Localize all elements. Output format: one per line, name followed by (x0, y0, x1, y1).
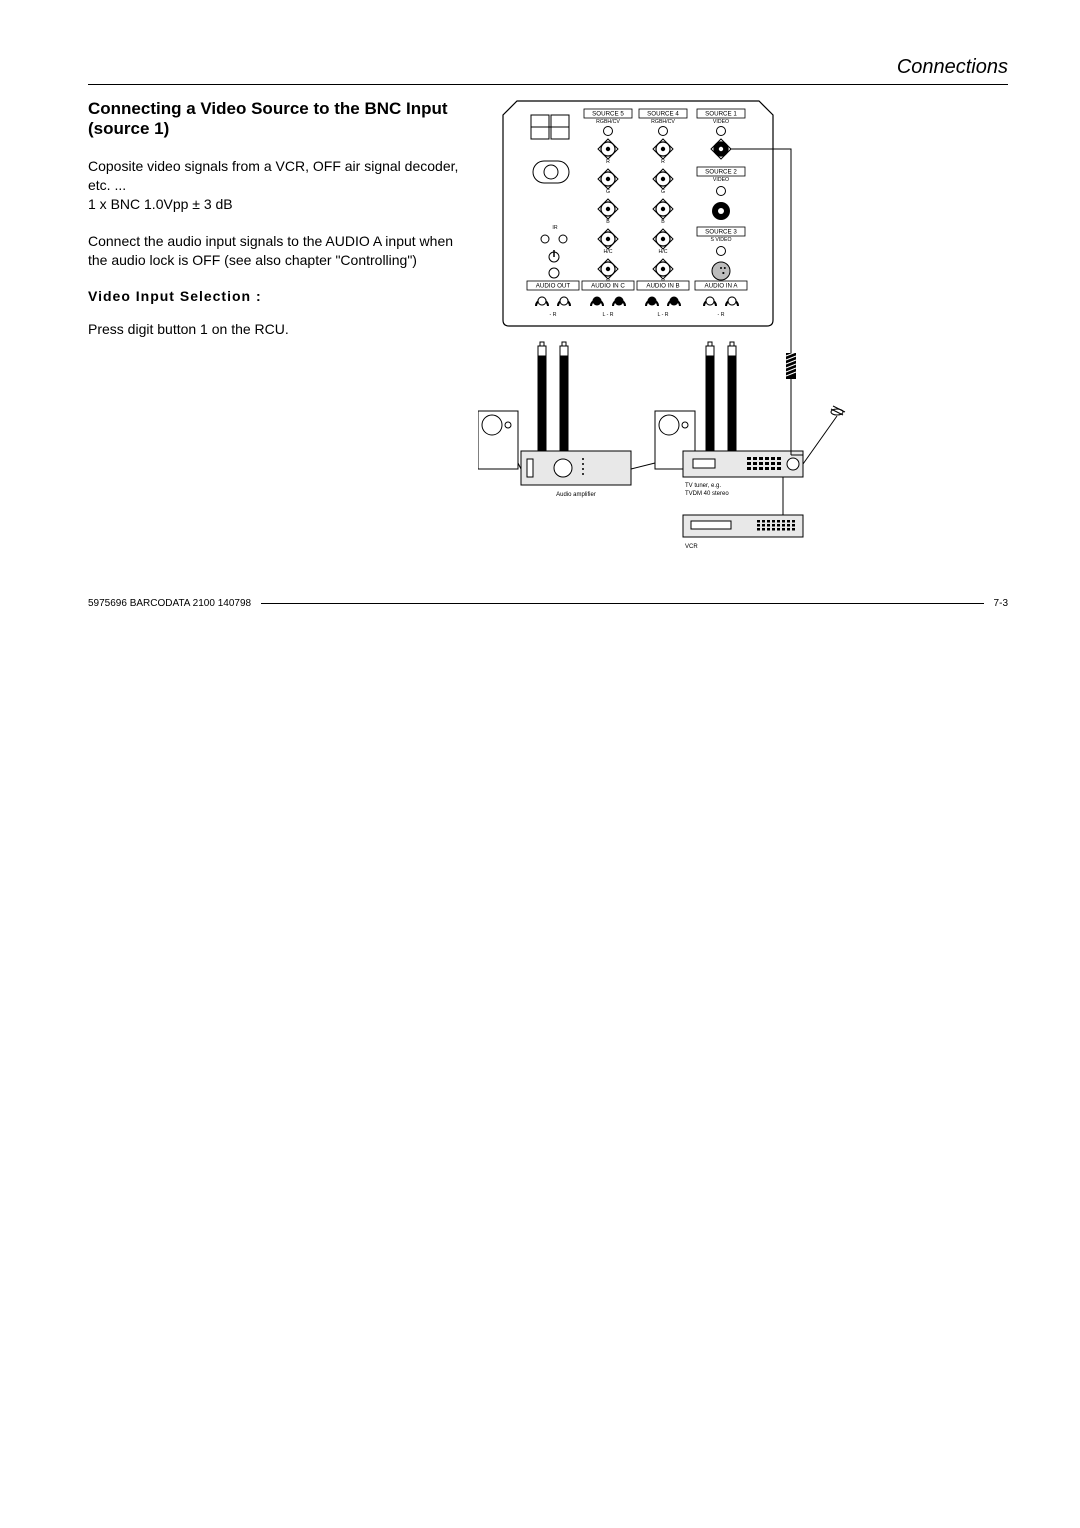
bnc-pin (606, 267, 610, 271)
header-rule: Connections (88, 56, 1008, 85)
tuner-label1: TV tuner, e.g. (685, 483, 721, 489)
footer-pagenum: 7-3 (994, 598, 1008, 609)
lr: - R (718, 312, 725, 318)
plug (538, 346, 546, 356)
lr: L - R (602, 312, 613, 318)
tuner-label2: TVDM 40 stereo (685, 491, 729, 497)
hole (544, 165, 558, 179)
label-audio-out-text: AUDIO OUT (536, 283, 571, 290)
label-audio-c-text: AUDIO IN C (591, 283, 625, 290)
label-audio-b-text: AUDIO IN B (646, 283, 679, 290)
lr: L - R (657, 312, 668, 318)
bnc-pin (661, 147, 665, 151)
hole (549, 268, 559, 278)
paragraph-3: Press digit button 1 on the RCU. (88, 320, 468, 339)
bnc-pin (606, 207, 610, 211)
hole (541, 235, 549, 243)
page-title: Connecting a Video Source to the BNC Inp… (88, 99, 468, 139)
ir-label: IR (552, 225, 557, 231)
bnc-pin (606, 147, 610, 151)
label-source4-text: SOURCE 4 (647, 111, 679, 118)
bnc-pin (661, 267, 665, 271)
paragraph-2: Connect the audio input signals to the A… (88, 232, 468, 270)
label-source2-text: SOURCE 2 (705, 169, 737, 176)
label-source1-text: SOURCE 1 (705, 111, 737, 118)
rowlabel: R (661, 159, 665, 165)
footer-docid: 5975696 BARCODATA 2100 140798 (88, 598, 251, 609)
sub-rgb5: RGBH/CV (596, 119, 620, 125)
subheading-video-input: Video Input Selection : (88, 287, 468, 306)
hole (659, 127, 668, 136)
bnc-pin (661, 237, 665, 241)
content-row: Connecting a Video Source to the BNC Inp… (88, 99, 1008, 634)
rowlabel: R (606, 159, 610, 165)
label-audio-a-text: AUDIO IN A (704, 283, 738, 290)
p1-line1: Coposite video signals from a VCR, OFF a… (88, 158, 458, 193)
lr: - R (550, 312, 557, 318)
rca-center (615, 297, 623, 305)
hole (505, 422, 511, 428)
connection-diagram: SOURCE 5 SOURCE 4 SOURCE 1 RGBH/CV RGBH/CV VI… (478, 99, 1008, 629)
svideo-din (712, 262, 730, 280)
sub-video1: VIDEO (713, 119, 729, 125)
diagram-column: SOURCE 5 SOURCE 4 SOURCE 1 RGBH/CV RGBH/CV VI… (478, 99, 1008, 634)
amp-label: Audio amplifier (556, 492, 596, 498)
rowlabel: H/C (659, 249, 668, 255)
rca-center (593, 297, 601, 305)
rca-center (648, 297, 656, 305)
rowlabel: G (606, 189, 610, 195)
bnc-pin (719, 147, 723, 151)
rowlabel: H/C (604, 249, 613, 255)
bnc-pin (661, 177, 665, 181)
header-section-title: Connections (897, 56, 1008, 79)
sub-video2: VIDEO (713, 177, 729, 183)
bnc-pin (606, 177, 610, 181)
text-column: Connecting a Video Source to the BNC Inp… (88, 99, 478, 634)
label-source5-text: SOURCE 5 (592, 111, 624, 118)
sub-svideo: S VIDEO (710, 237, 731, 243)
plug (728, 346, 736, 356)
audio-amplifier (521, 451, 631, 485)
footer: 5975696 BARCODATA 2100 140798 7-3 (88, 598, 1008, 609)
hole (717, 127, 726, 136)
hole (682, 422, 688, 428)
paragraph-1: Coposite video signals from a VCR, OFF a… (88, 157, 468, 214)
page: Connections Connecting a Video Source to… (0, 0, 1080, 1528)
p1-line2: 1 x BNC 1.0Vpp ± 3 dB (88, 196, 233, 212)
plug (560, 346, 568, 356)
plug (706, 346, 714, 356)
hole (717, 187, 726, 196)
hole (559, 235, 567, 243)
vcr-label: VCR (685, 544, 698, 550)
bnc-pin (661, 207, 665, 211)
footer-rule (261, 603, 983, 604)
hole (717, 247, 726, 256)
hole (604, 127, 613, 136)
label-source3-text: SOURCE 3 (705, 229, 737, 236)
rca-center (670, 297, 678, 305)
sub-rgb4: RGBH/CV (651, 119, 675, 125)
rowlabel: G (661, 189, 665, 195)
rowlabel: B (606, 219, 610, 225)
bnc-pin (606, 237, 610, 241)
rowlabel: B (661, 219, 665, 225)
